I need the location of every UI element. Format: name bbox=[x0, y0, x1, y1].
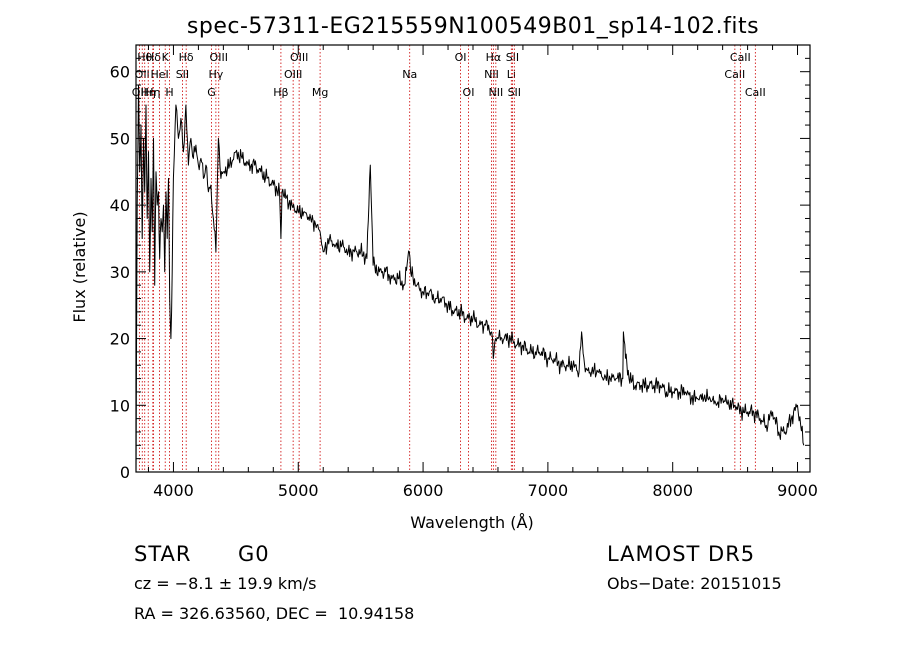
line-marker-label: NII bbox=[488, 86, 503, 99]
x-tick-label: 8000 bbox=[652, 481, 693, 500]
subclass: G0 bbox=[238, 542, 270, 566]
line-marker-label: K bbox=[162, 51, 170, 64]
survey-name: LAMOST DR5 bbox=[607, 542, 756, 566]
line-marker-label: CaII bbox=[730, 51, 751, 64]
line-marker-label: SII bbox=[506, 51, 519, 64]
line-marker-label: Li bbox=[507, 68, 516, 81]
y-tick-label: 10 bbox=[110, 396, 130, 415]
chart-title: spec-57311-EG215559N100549B01_sp14-102.f… bbox=[187, 14, 759, 39]
y-tick-label: 50 bbox=[110, 129, 130, 148]
line-marker-label: OII bbox=[135, 68, 150, 81]
line-marker-label: HeI bbox=[150, 68, 168, 81]
spectrum-line bbox=[135, 84, 805, 473]
line-marker-label: OIII bbox=[284, 68, 302, 81]
x-tick-label: 9000 bbox=[777, 481, 818, 500]
line-marker-label: Mg bbox=[312, 86, 328, 99]
line-marker-label: H bbox=[165, 86, 173, 99]
line-marker-label: Hη bbox=[145, 86, 160, 99]
observation-date: Obs−Date: 20151015 bbox=[607, 574, 782, 593]
object-class: STAR bbox=[134, 542, 192, 566]
y-tick-label: 30 bbox=[110, 263, 130, 282]
x-axis: 4000 5000 6000 7000 8000 9000 bbox=[147, 45, 818, 500]
line-marker-label: Hδ bbox=[146, 51, 161, 64]
y-tick-label: 40 bbox=[110, 196, 130, 215]
line-marker-label: G bbox=[207, 86, 216, 99]
line-marker-label: OIII bbox=[210, 51, 228, 64]
line-marker-label: SII bbox=[508, 86, 521, 99]
line-marker-label: Na bbox=[402, 68, 417, 81]
x-tick-label: 5000 bbox=[278, 481, 319, 500]
y-axis: 0 10 20 30 40 50 60 bbox=[110, 44, 810, 482]
line-marker-label: Hβ bbox=[273, 86, 288, 99]
line-marker-label: Hθ bbox=[137, 51, 152, 64]
line-marker-label: CaII bbox=[745, 86, 766, 99]
x-axis-label: Wavelength (Å) bbox=[410, 513, 533, 532]
y-tick-label: 20 bbox=[110, 330, 130, 349]
y-tick-label: 0 bbox=[120, 463, 130, 482]
coordinates: RA = 326.63560, DEC = 10.94158 bbox=[134, 604, 415, 623]
plot-frame bbox=[135, 44, 811, 473]
line-marker-label: CaII bbox=[724, 68, 745, 81]
line-marker-label: Hη bbox=[141, 86, 156, 99]
x-tick-label: 7000 bbox=[528, 481, 569, 500]
x-tick-label: 4000 bbox=[153, 481, 194, 500]
line-marker-label: SII bbox=[176, 68, 189, 81]
line-marker-label: Hγ bbox=[208, 68, 223, 81]
y-tick-label: 60 bbox=[110, 63, 130, 82]
line-marker-label: Hα bbox=[486, 51, 502, 64]
line-marker-label: Hδ bbox=[179, 51, 194, 64]
line-markers: OIIOIIHθHηHηHδHeIKHSIIHδGHγOIIIHβOIIIOII… bbox=[132, 45, 766, 472]
line-marker-label: OI bbox=[455, 51, 467, 64]
x-tick-label: 6000 bbox=[403, 481, 444, 500]
spectrum-line-group bbox=[135, 84, 805, 473]
line-marker-label: OI bbox=[463, 86, 475, 99]
y-axis-label: Flux (relative) bbox=[70, 211, 89, 322]
line-marker-label: OIII bbox=[290, 51, 308, 64]
line-marker-label: NII bbox=[484, 68, 499, 81]
redshift-velocity: cz = −8.1 ± 19.9 km/s bbox=[134, 574, 317, 593]
